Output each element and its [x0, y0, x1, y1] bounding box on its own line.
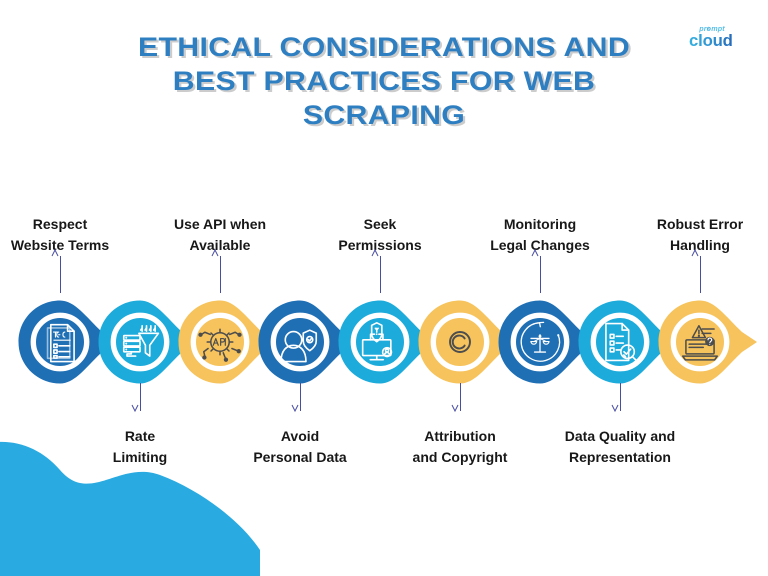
svg-text:cloud: cloud [689, 31, 733, 50]
